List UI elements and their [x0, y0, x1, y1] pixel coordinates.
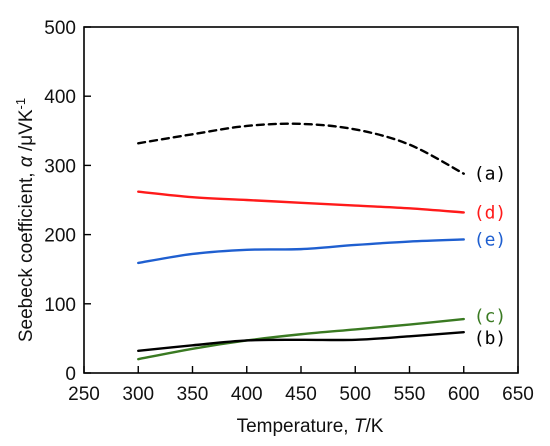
x-tick-label: 500 [339, 384, 371, 405]
series-label-b: (b) [474, 328, 507, 349]
series-label-a: (a) [474, 164, 507, 185]
series-line-b [137, 330, 465, 353]
y-axis-title: Seebeck coefficient, α /μVK-1 [13, 98, 38, 342]
axes: 250 300 350 400 450 500 550 600 650 0 100 200 300 400… [44, 18, 534, 405]
y-tick-label: 500 [44, 18, 76, 39]
x-tick-label: 250 [68, 384, 100, 405]
series-layer [137, 122, 465, 361]
x-tick-label: 350 [177, 384, 209, 405]
y-tick-label: 0 [65, 364, 76, 385]
x-tick-label: 650 [502, 384, 534, 405]
x-tick-label: 550 [394, 384, 426, 405]
x-tick-label: 600 [448, 384, 480, 405]
series-line-c [137, 317, 465, 361]
series-label-c: (c) [474, 306, 507, 327]
x-axis-title: Temperature, T/K [237, 416, 384, 437]
series-line-e [137, 238, 465, 265]
series-label-e: (e) [474, 229, 507, 250]
y-tick-label: 400 [44, 87, 76, 108]
x-tick-label: 450 [285, 384, 317, 405]
y-tick-label: 100 [44, 295, 76, 316]
series-line-a [137, 122, 465, 175]
series-labels: (a) (d) (e) (c)(b) [474, 164, 507, 349]
y-tick-label: 200 [44, 226, 76, 247]
x-tick-label: 300 [122, 384, 154, 405]
series-line-d [137, 190, 465, 214]
x-tick-label: 400 [231, 384, 263, 405]
series-label-d: (d) [474, 202, 507, 223]
y-tick-label: 300 [44, 156, 76, 177]
